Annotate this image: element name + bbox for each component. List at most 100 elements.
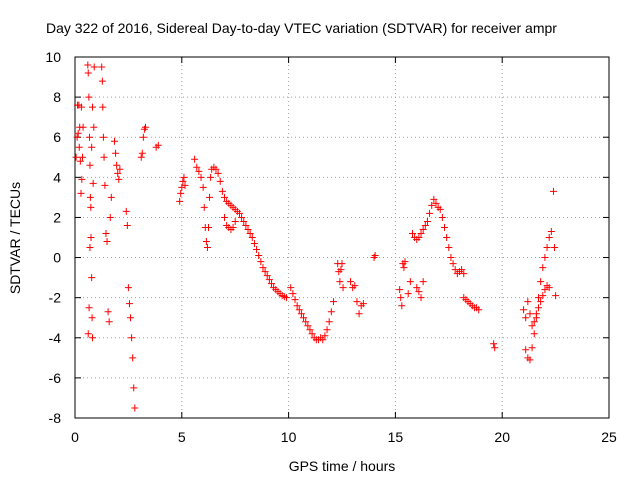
data-point [73,133,81,141]
data-point [323,326,331,334]
data-point [532,310,540,318]
y-tick-label: 4 [53,169,61,185]
data-point [76,157,84,165]
data-point [101,181,109,189]
data-point [154,141,162,149]
data-point [436,205,444,213]
data-point [200,203,208,211]
data-point [112,149,120,157]
data-point [400,264,408,272]
data-point [549,187,557,195]
data-point [397,294,405,302]
data-point [128,334,136,342]
x-tick-label: 5 [178,429,186,445]
data-point [231,217,239,225]
x-tick-label: 0 [71,429,79,445]
data-point [451,266,459,274]
data-point [137,153,145,161]
data-point [268,280,276,288]
data-point [445,244,453,252]
data-point [261,268,269,276]
data-point [530,318,538,326]
data-point [99,103,107,111]
data-point [248,234,256,241]
data-point [85,304,93,312]
data-point [339,284,347,292]
data-point [199,183,207,191]
data-point [104,308,112,316]
data-point [84,330,92,338]
data-point [77,103,85,111]
data-point [287,284,295,292]
data-point [359,300,367,308]
data-point [177,189,185,197]
data-point [203,244,211,252]
data-point [87,234,95,241]
y-tick-label: -6 [49,370,62,386]
data-point [524,298,532,306]
data-point [72,153,80,161]
data-point [528,344,536,352]
data-point [90,123,98,131]
data-point [415,234,423,241]
data-point [545,284,553,292]
data-point [353,298,361,306]
data-point [202,238,210,246]
x-tick-label: 10 [281,429,297,445]
data-point [447,254,455,262]
y-tick-label: 8 [53,89,61,105]
data-point [543,244,551,252]
data-point [423,217,431,225]
data-point [419,278,427,286]
data-point [458,266,466,274]
data-point [138,149,146,157]
data-point [329,298,337,306]
data-point [347,278,355,286]
grid [75,57,609,418]
data-point [84,69,92,77]
data-point [293,302,301,310]
data-point [195,167,203,175]
data-point [100,153,108,161]
data-point [221,193,229,201]
data-point [430,195,438,203]
data-point [426,209,434,217]
data-point [302,318,310,326]
data-point [526,310,534,318]
data-point [526,356,534,364]
data-point [304,322,312,330]
data-point [116,165,124,173]
data-points [72,61,560,412]
data-point [89,103,97,111]
y-tick-label: 0 [53,250,61,266]
data-point [102,229,110,237]
data-point [325,318,333,326]
data-point [250,240,258,248]
data-point [191,155,199,163]
data-point [539,264,547,272]
data-point [106,213,114,221]
data-point [460,270,468,278]
data-point [229,223,237,231]
data-point [255,252,263,260]
data-point [89,334,97,342]
data-point [77,189,85,197]
data-point [552,292,560,300]
data-point [99,133,107,141]
data-point [530,330,538,338]
data-point [98,63,106,71]
data-point [124,284,132,292]
y-tick-label: -2 [49,290,62,306]
y-tick-label: 6 [53,129,61,145]
data-point [122,207,130,215]
plot-frame [74,56,610,419]
data-point [257,258,265,266]
data-point [214,169,222,177]
data-point [86,133,94,141]
data-point [535,294,543,302]
data-point [541,254,549,262]
data-point [396,286,404,294]
data-point [421,221,429,229]
data-point [338,260,346,268]
